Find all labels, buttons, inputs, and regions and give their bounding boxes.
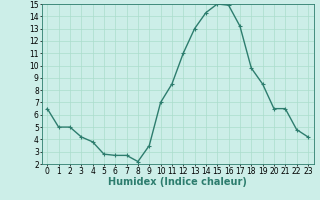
X-axis label: Humidex (Indice chaleur): Humidex (Indice chaleur) bbox=[108, 177, 247, 187]
